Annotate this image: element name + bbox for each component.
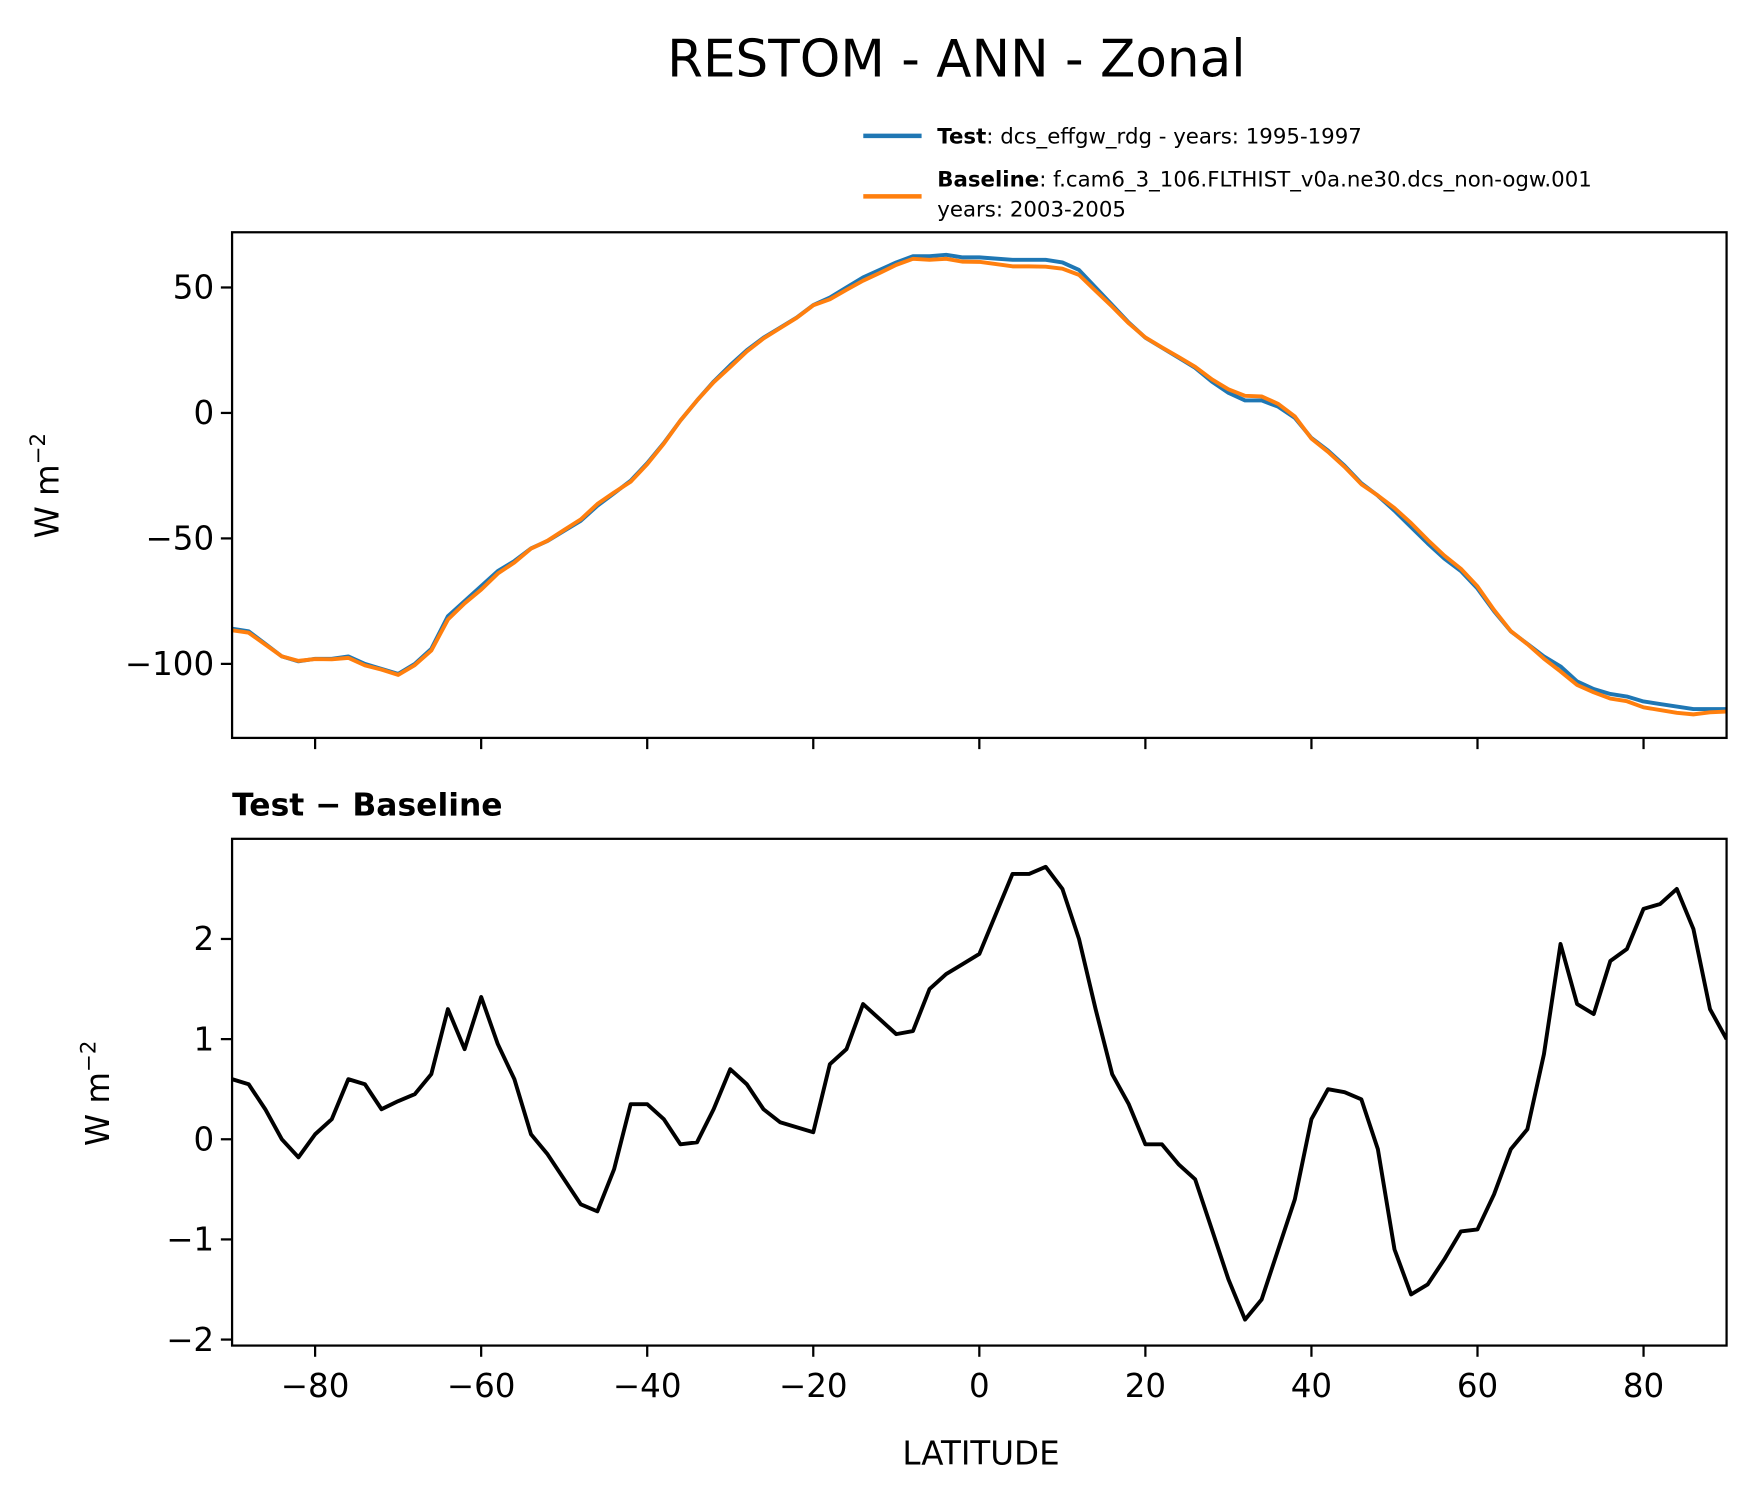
legend-text-test: : dcs_effgw_rdg - years: 1995-1997 — [986, 125, 1362, 150]
x-tick-label: 60 — [1457, 1367, 1498, 1405]
svg-text:Test: dcs_effgw_rdg - years: 1: Test: dcs_effgw_rdg - years: 1995-1997 — [937, 125, 1362, 150]
x-axis-label: LATITUDE — [902, 1434, 1059, 1472]
y-tick-label: 2 — [193, 920, 214, 958]
bottom-subplot-title: Test − Baseline — [232, 787, 503, 823]
top-axes: 50 0 −50 −100 — [125, 231, 1728, 750]
y-tick-label: −2 — [166, 1321, 214, 1359]
svg-text:Baseline: f.cam6_3_106.FLTHIST: Baseline: f.cam6_3_106.FLTHIST_v0a.ne30.… — [937, 167, 1592, 192]
legend-label-baseline: Baseline — [937, 167, 1039, 192]
legend-text-baseline-years: years: 2003-2005 — [937, 198, 1126, 223]
y-tick-label: −1 — [166, 1221, 214, 1259]
y-tick-label: 0 — [193, 1120, 214, 1158]
series-line-test-baseline — [232, 864, 1727, 1322]
x-tick-label: −40 — [613, 1367, 682, 1405]
x-tick-label: 20 — [1125, 1367, 1166, 1405]
x-tick-label: −80 — [281, 1367, 350, 1405]
bottom-axes: −80 −60 −40 −20 0 20 40 60 80 2 1 0 −1 −2 — [166, 837, 1728, 1405]
y-tick-label: −50 — [146, 520, 215, 558]
x-tick-label: 0 — [969, 1367, 990, 1405]
y-tick-label: −100 — [125, 645, 214, 683]
y-tick-label: 1 — [193, 1020, 214, 1058]
legend-label-test: Test — [937, 125, 986, 150]
x-tick-label: −20 — [779, 1367, 848, 1405]
series-line-baseline — [232, 256, 1727, 717]
series-line-test — [232, 252, 1727, 712]
axes-frame — [230, 837, 1728, 1347]
x-tick-label: 80 — [1623, 1367, 1664, 1405]
axes-frame — [230, 231, 1728, 740]
legend: Test: dcs_effgw_rdg - years: 1995-1997 B… — [863, 125, 1592, 223]
bottom-y-axis-label: W m−2 — [76, 1041, 116, 1147]
top-y-axis-label: W m−2 — [26, 433, 66, 539]
y-tick-label: 0 — [193, 394, 214, 432]
legend-text-baseline: : f.cam6_3_106.FLTHIST_v0a.ne30.dcs_non-… — [1039, 167, 1592, 192]
x-tick-label: −60 — [447, 1367, 516, 1405]
x-tick-label: 40 — [1291, 1367, 1332, 1405]
y-tick-label: 50 — [173, 269, 214, 307]
chart-title: RESTOM - ANN - Zonal — [667, 29, 1245, 89]
